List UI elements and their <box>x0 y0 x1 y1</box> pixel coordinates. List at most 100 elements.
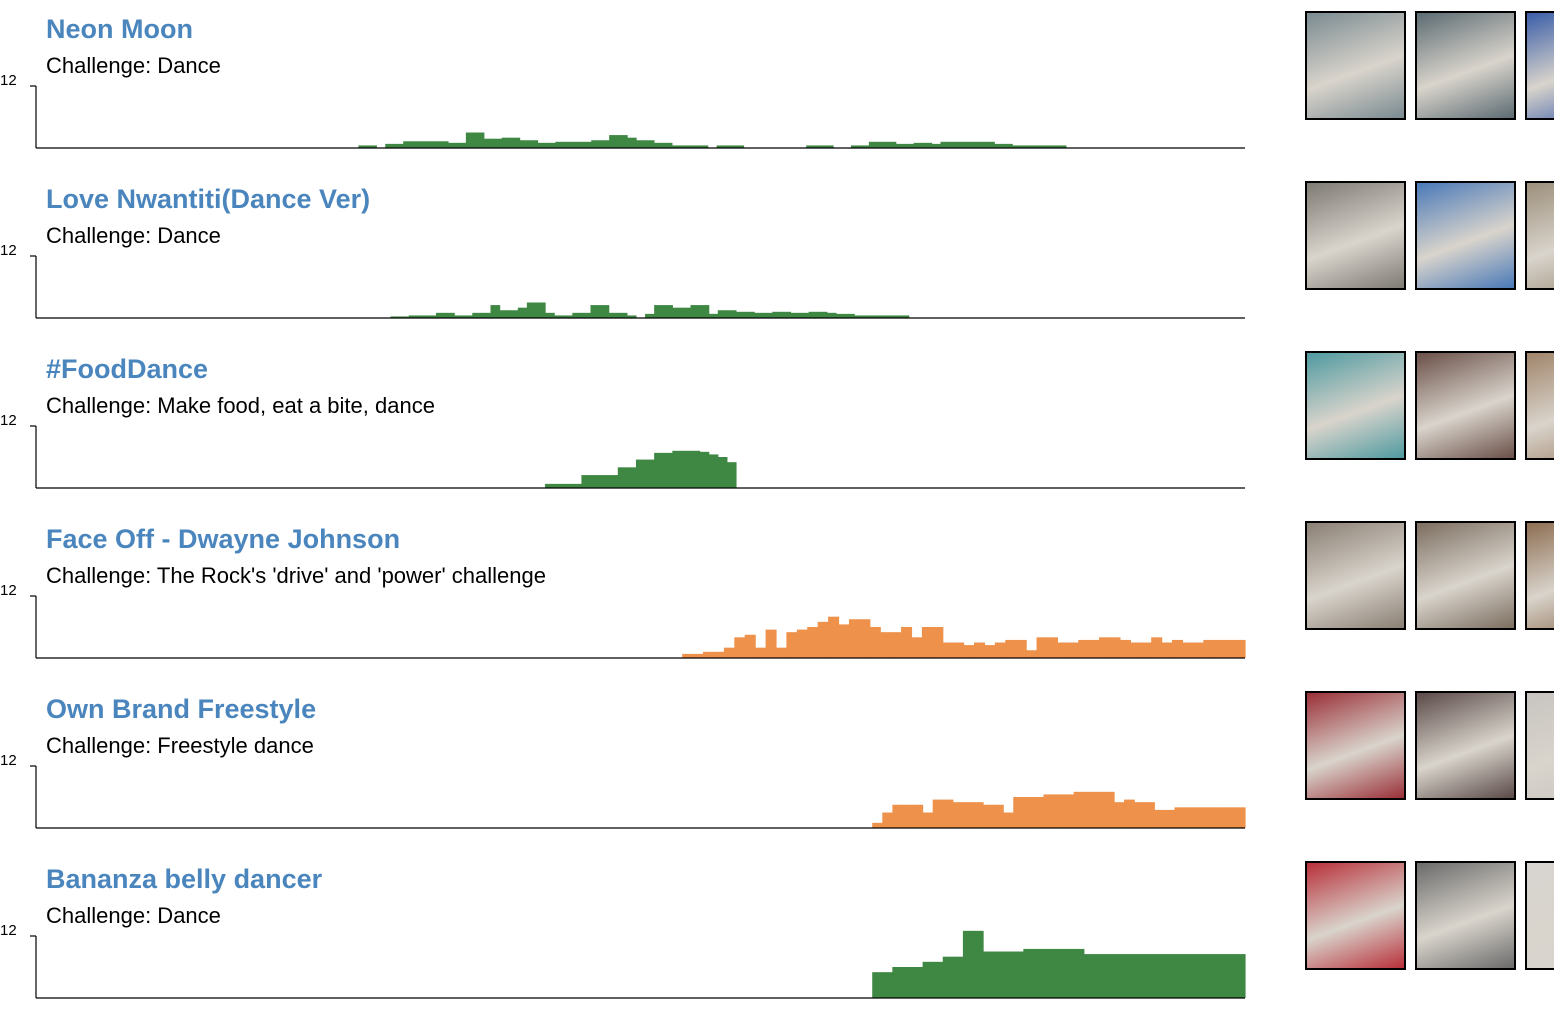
video-thumb-icon <box>1307 183 1404 288</box>
histogram-bar <box>953 642 965 658</box>
challenge-row: #FoodDance Challenge: Make food, eat a b… <box>0 340 1554 510</box>
histogram-bar <box>904 143 915 148</box>
video-thumbnail[interactable] <box>1305 521 1406 630</box>
histogram-bar <box>922 961 934 998</box>
histogram-bar <box>1161 642 1173 658</box>
histogram-bar <box>472 312 483 318</box>
challenge-description: Challenge: Dance <box>46 223 221 248</box>
histogram-bar <box>636 140 646 148</box>
video-thumbnail[interactable] <box>1525 861 1554 970</box>
video-thumbnail[interactable] <box>1305 11 1406 120</box>
histogram-bar <box>692 653 704 658</box>
video-thumbnail[interactable] <box>1415 351 1516 460</box>
challenge-row: Own Brand Freestyle Challenge: Freestyle… <box>0 680 1554 850</box>
histogram-bar <box>744 634 756 658</box>
video-thumbnail[interactable] <box>1525 11 1554 120</box>
histogram-bar <box>447 142 458 148</box>
histogram-bar <box>481 312 492 318</box>
histogram-bar <box>872 822 883 828</box>
y-tick-label: 12 <box>0 412 17 429</box>
video-thumbnail[interactable] <box>1415 11 1516 120</box>
histogram-bar <box>535 302 546 318</box>
histogram-bar <box>399 316 410 318</box>
histogram-bar <box>1103 954 1115 998</box>
video-thumb-icon <box>1307 13 1404 118</box>
histogram-bar <box>1154 809 1165 828</box>
histogram-bar <box>708 454 719 488</box>
video-thumbnail[interactable] <box>1525 521 1554 630</box>
video-thumbnail[interactable] <box>1525 691 1554 800</box>
histogram-bar <box>599 475 610 488</box>
histogram-bar <box>863 315 873 318</box>
video-thumbnail[interactable] <box>1415 521 1516 630</box>
video-thumbnail[interactable] <box>1415 691 1516 800</box>
histogram-bar <box>932 799 944 828</box>
histogram-bar <box>826 312 837 318</box>
video-thumbnail[interactable] <box>1415 181 1516 290</box>
video-thumbnail[interactable] <box>1525 181 1554 290</box>
y-tick-label: 12 <box>0 922 17 939</box>
histogram-bar <box>1164 809 1176 828</box>
histogram-bar <box>564 141 574 148</box>
histogram-bar <box>1184 954 1196 998</box>
histogram-bar <box>796 629 808 658</box>
histogram-bar <box>1204 807 1216 828</box>
challenge-description: Challenge: Make food, eat a bite, dance <box>46 393 435 418</box>
histogram-bar <box>1073 791 1085 828</box>
histogram-bar <box>672 450 683 488</box>
histogram <box>30 85 1245 149</box>
histogram-bar <box>854 315 864 318</box>
histogram-bar <box>699 305 710 318</box>
song-title[interactable]: Own Brand Freestyle <box>46 694 317 724</box>
histogram-bar <box>1103 791 1115 828</box>
histogram-bar <box>942 642 954 658</box>
histogram-bar <box>952 956 964 998</box>
histogram-bar <box>430 141 440 148</box>
video-thumb-icon <box>1307 523 1404 628</box>
video-thumbnail[interactable] <box>1415 861 1516 970</box>
histogram-bar <box>886 141 897 148</box>
histogram-bar <box>1053 794 1065 828</box>
histogram-bar <box>1119 639 1131 658</box>
histogram <box>30 425 1245 489</box>
histogram-bar <box>654 452 664 488</box>
histogram-bar <box>417 315 428 318</box>
song-title[interactable]: Love Nwantiti(Dance Ver) <box>46 184 371 214</box>
histogram-bar <box>526 302 537 318</box>
video-thumb-icon <box>1307 353 1404 458</box>
histogram-bar <box>490 305 501 318</box>
video-thumbnail[interactable] <box>1525 351 1554 460</box>
histogram-bar <box>716 145 727 148</box>
challenge-row: Face Off - Dwayne Johnson Challenge: The… <box>0 510 1554 680</box>
histogram-bar <box>599 305 610 318</box>
histogram-bar <box>609 135 619 148</box>
histogram-bar <box>1013 951 1024 998</box>
video-thumbnail[interactable] <box>1305 861 1406 970</box>
song-title[interactable]: Neon Moon <box>46 14 193 44</box>
song-title[interactable]: Face Off - Dwayne Johnson <box>46 524 401 554</box>
video-thumbnail[interactable] <box>1305 351 1406 460</box>
histogram-bar <box>545 483 555 488</box>
histogram-bar <box>1214 954 1226 998</box>
histogram-bar <box>880 632 892 658</box>
histogram-bar <box>563 483 573 488</box>
histogram-bar <box>681 450 692 488</box>
histogram-bar <box>573 141 583 148</box>
histogram-bar <box>699 451 710 488</box>
histogram-bar <box>1063 948 1075 998</box>
video-thumbnail[interactable] <box>1305 181 1406 290</box>
histogram-bar <box>703 651 715 658</box>
histogram-bar <box>1015 639 1027 658</box>
histogram-bar <box>582 141 592 148</box>
histogram-bar <box>608 475 619 488</box>
histogram-bar <box>974 642 986 658</box>
histogram-bar <box>1114 954 1125 998</box>
song-title[interactable]: Bananza belly dancer <box>46 864 323 894</box>
song-title[interactable]: #FoodDance <box>46 354 209 384</box>
histogram-bar <box>645 459 655 488</box>
histogram-bar <box>663 452 673 488</box>
histogram-bar <box>859 619 871 658</box>
histogram-bar <box>967 141 977 148</box>
video-thumbnail[interactable] <box>1305 691 1406 800</box>
y-tick-label: 12 <box>0 752 17 769</box>
